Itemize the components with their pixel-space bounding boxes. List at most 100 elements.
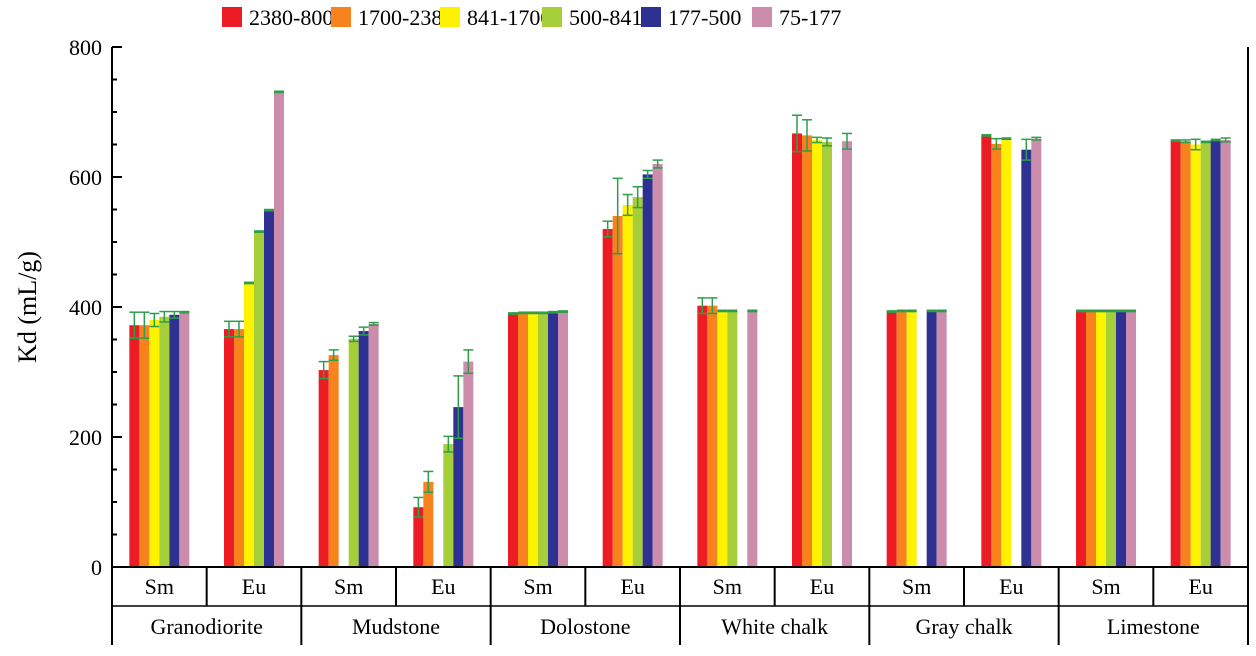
legend-swatch	[331, 7, 351, 27]
bar	[792, 133, 802, 567]
error-bar	[642, 169, 653, 180]
error-bar	[1180, 139, 1191, 144]
error-bar	[1200, 140, 1211, 144]
legend-swatch	[542, 7, 562, 27]
error-bar	[368, 321, 379, 326]
bar	[443, 444, 454, 567]
bar	[413, 507, 424, 567]
x-element-label: Eu	[999, 574, 1023, 599]
bar	[1001, 138, 1012, 567]
axes: 0 200 400 600 800 Sm Eu Sm Eu Sm Eu Sm Eu Sm Eu Sm Eu Gra…	[69, 35, 1249, 645]
bar	[1021, 149, 1032, 567]
error-bar	[423, 470, 434, 493]
error-bar	[802, 119, 812, 152]
x-element-label: Sm	[145, 574, 174, 599]
error-bar	[463, 349, 474, 375]
error-bar	[1021, 138, 1032, 161]
bar	[1106, 310, 1116, 567]
bar	[1126, 310, 1136, 567]
bar	[822, 141, 832, 567]
error-bar	[896, 309, 907, 313]
legend-item: 177-500	[641, 5, 741, 30]
bar	[812, 139, 822, 567]
x-element-label: Sm	[902, 574, 931, 599]
error-bar	[906, 309, 917, 313]
bar	[697, 305, 708, 567]
bar	[991, 143, 1002, 567]
error-bar	[652, 159, 663, 169]
error-bar	[1170, 139, 1181, 142]
legend-item: 2380-8000	[222, 5, 344, 30]
error-bar	[1220, 137, 1231, 143]
x-rock-label: Limestone	[1107, 614, 1200, 639]
legend-item: 500-841	[542, 5, 642, 30]
error-bar	[179, 310, 190, 314]
y-tick-label: 800	[69, 35, 102, 60]
error-bar	[717, 309, 728, 313]
error-bar	[792, 114, 802, 153]
bar	[234, 329, 244, 567]
bar	[538, 312, 548, 567]
legend-swatch	[222, 7, 242, 27]
x-element-label: Sm	[523, 574, 552, 599]
legend-label: 500-841	[569, 5, 642, 30]
bar	[518, 312, 528, 567]
error-bar	[244, 281, 254, 285]
y-tick-label: 600	[69, 165, 102, 190]
bar	[139, 325, 150, 567]
bar	[453, 407, 464, 567]
error-bar	[254, 230, 264, 233]
legend-label: 1700-2380	[358, 5, 453, 30]
bar	[129, 325, 140, 567]
bar	[1190, 144, 1201, 567]
bar	[244, 282, 254, 567]
error-bar	[1210, 138, 1221, 142]
bar	[1096, 310, 1106, 567]
error-bar	[822, 137, 832, 147]
legend-item: 75-177	[752, 5, 841, 30]
bar	[1031, 138, 1042, 567]
x-element-label: Eu	[620, 574, 644, 599]
error-bar	[358, 326, 369, 336]
error-bar	[926, 309, 937, 313]
error-bar	[413, 496, 424, 518]
error-bar	[169, 310, 180, 319]
error-bar	[1001, 137, 1012, 141]
bar	[981, 135, 992, 567]
bar	[727, 310, 738, 567]
bar	[1086, 310, 1096, 567]
y-tick-label: 400	[69, 295, 102, 320]
error-bar	[981, 134, 992, 137]
error-bar	[538, 311, 548, 315]
error-bar	[1086, 309, 1096, 313]
y-axis-label: Kd (mL/g)	[13, 251, 42, 363]
x-element-label: Eu	[242, 574, 266, 599]
bar	[886, 311, 897, 567]
legend-swatch	[440, 7, 460, 27]
error-bar	[264, 208, 274, 212]
error-bar	[453, 375, 464, 440]
x-rock-label: Mudstone	[352, 614, 440, 639]
bar	[508, 313, 518, 567]
error-bar	[936, 309, 947, 313]
x-element-label: Eu	[1188, 574, 1212, 599]
bar	[254, 231, 264, 567]
bar	[842, 141, 852, 567]
bar	[602, 229, 613, 567]
bar	[368, 323, 379, 567]
error-bar	[149, 312, 160, 328]
error-bar	[707, 297, 718, 315]
error-bar	[991, 137, 1002, 150]
error-bar	[318, 360, 329, 380]
bar	[632, 197, 643, 567]
bar	[548, 312, 558, 567]
error-bar	[1190, 138, 1201, 151]
error-bar	[1116, 309, 1126, 313]
bar	[169, 314, 180, 567]
bar	[274, 91, 284, 567]
error-bar	[129, 311, 140, 339]
error-bar	[602, 220, 613, 238]
bar	[358, 331, 369, 567]
error-bar	[747, 309, 758, 313]
